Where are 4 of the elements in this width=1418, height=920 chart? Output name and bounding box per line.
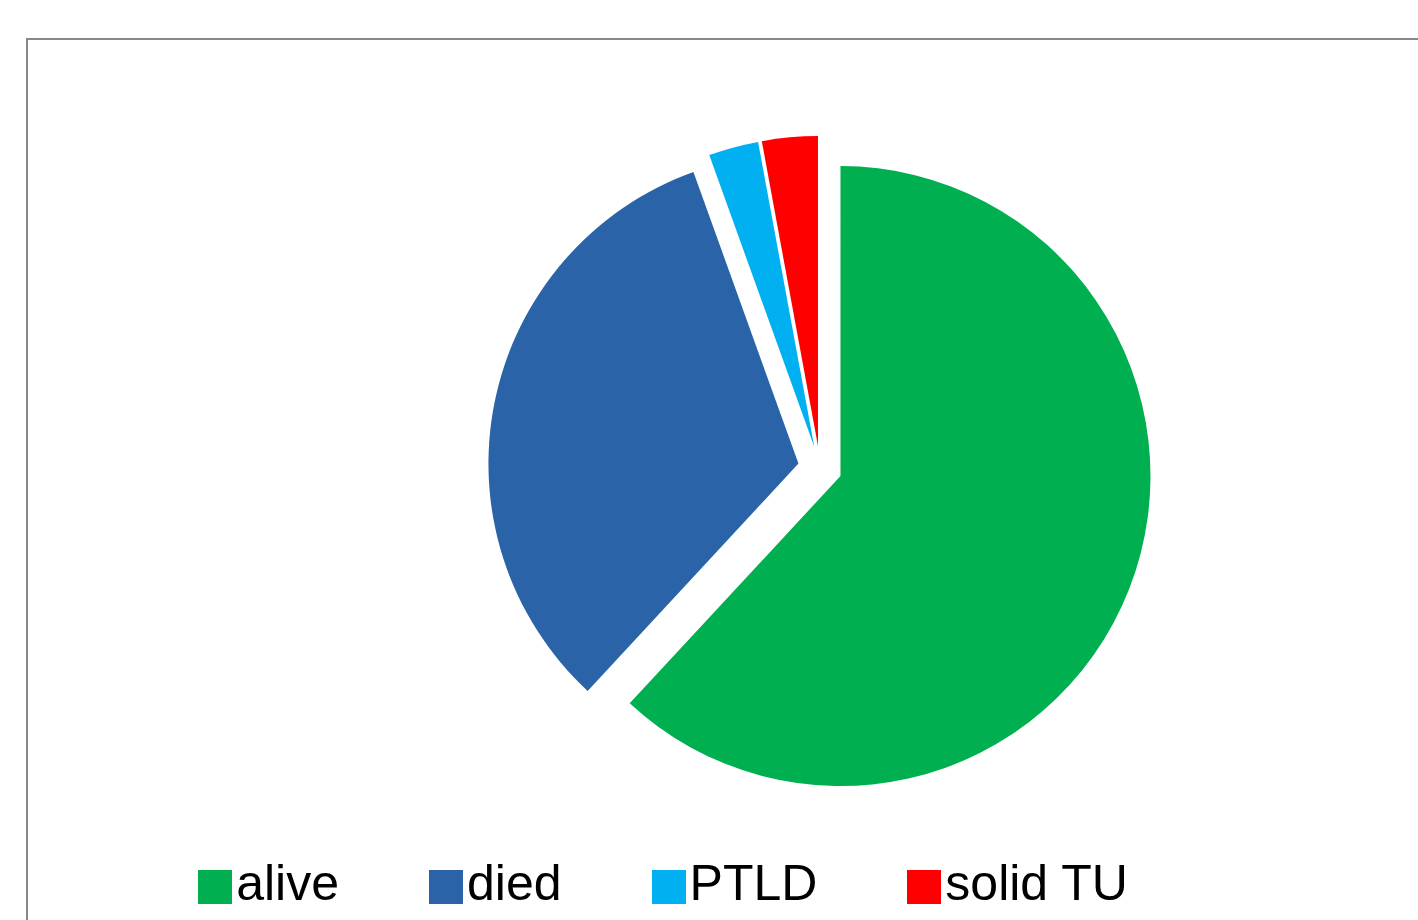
legend-label: PTLD xyxy=(689,855,818,911)
legend-label: solid TU xyxy=(945,855,1128,911)
legend-label: alive xyxy=(236,855,339,911)
legend-label: died xyxy=(467,855,562,911)
